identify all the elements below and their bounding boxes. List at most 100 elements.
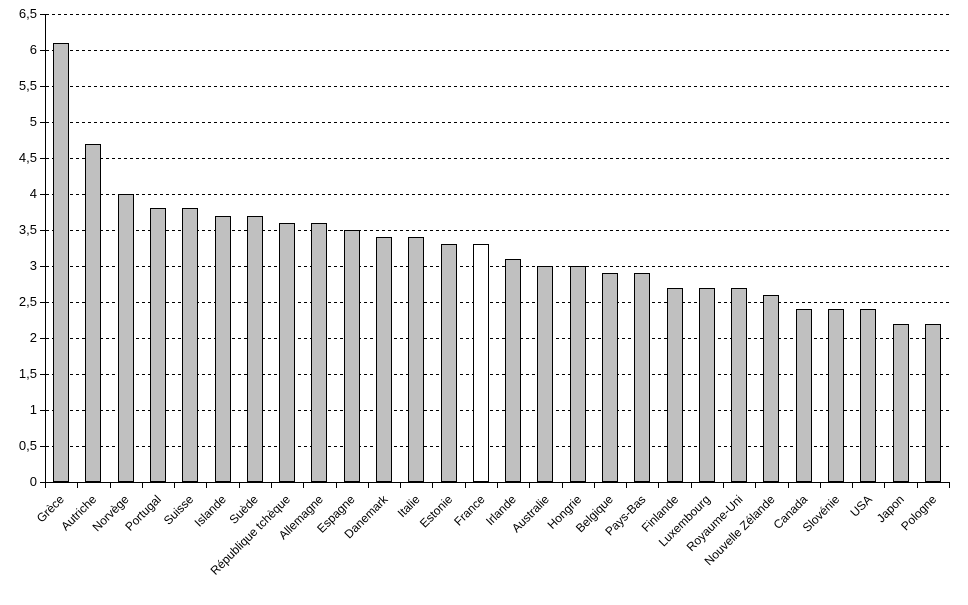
gridline [46,14,949,15]
bar [569,266,586,482]
y-axis-label: 6 [29,42,37,57]
gridline [46,338,949,339]
bar [860,309,877,482]
bar [279,222,296,482]
gridline [46,374,949,375]
bar [731,287,748,482]
y-axis-tick [40,338,45,339]
x-axis-tick [690,483,692,488]
x-axis-tick [271,483,272,488]
bar [343,230,360,482]
y-axis-tick [40,158,45,159]
bar [246,215,263,482]
bar [376,237,392,482]
bar-highlight [472,244,489,482]
bar [666,287,683,482]
x-axis-tick [852,483,854,488]
y-axis-label: 1 [29,402,37,417]
x-axis-tick [464,483,466,488]
x-axis-tick [949,483,950,488]
y-axis-tick [40,410,45,411]
bar [85,143,102,482]
bar [440,244,457,482]
x-axis-tick [497,483,498,488]
bar [408,237,425,482]
x-axis-tick [819,483,821,488]
y-axis-line [45,14,46,483]
gridline [46,410,949,411]
x-axis-label: Portugal [122,492,165,534]
x-axis-label: Suisse [161,492,197,528]
gridline [46,122,949,123]
bar [117,194,134,482]
gridline [46,446,949,447]
bar [892,323,909,482]
x-axis-tick [303,483,305,488]
x-axis-tick [723,483,724,488]
bar [182,208,199,482]
gridline [46,50,949,51]
x-axis-tick [884,483,886,488]
y-axis-tick [40,374,45,375]
y-axis-tick [40,446,45,447]
x-axis-tick [77,483,79,488]
x-axis-label: Pologne [898,492,940,534]
bar [537,266,554,482]
gridline [46,266,949,267]
x-axis-tick [658,483,660,488]
x-axis-tick [206,483,208,488]
x-axis-line [45,482,950,483]
bar [634,273,651,482]
x-axis-tick [141,483,143,488]
bar [602,273,618,482]
bar [795,309,812,482]
y-axis-label: 2,5 [18,294,37,309]
x-axis-label: USA [847,492,875,520]
x-axis-tick [561,483,563,488]
x-axis-label: Estonie [416,492,455,531]
x-axis-tick [787,483,789,488]
bar [828,309,844,482]
x-axis-tick [916,483,918,488]
y-axis-label: 0 [29,474,37,489]
gridline [46,158,949,159]
x-axis-tick [529,483,531,488]
gridline [46,302,949,303]
bar [53,42,70,482]
y-axis-label: 4 [29,186,37,201]
y-axis-label: 1,5 [18,366,37,381]
x-axis-tick [45,483,46,488]
bar [150,208,166,482]
bar [924,323,941,482]
y-axis-tick [40,86,45,87]
y-axis-tick [40,302,45,303]
y-axis-tick [40,122,45,123]
x-axis-tick [174,483,176,488]
y-axis-label: 4,5 [18,150,37,165]
bar [214,215,231,482]
y-axis-label: 3,5 [18,222,37,237]
x-axis-tick [626,483,628,488]
x-axis-tick [432,483,434,488]
x-axis-tick [593,483,595,488]
x-axis-tick [755,483,757,488]
x-axis-tick [109,483,111,488]
x-axis-label: Italie [394,492,423,521]
y-axis-label: 5,5 [18,78,37,93]
y-axis-label: 0,5 [18,438,37,453]
y-axis-label: 3 [29,258,37,273]
x-axis-tick [335,483,337,488]
y-axis-tick [40,194,45,195]
y-axis-tick [40,482,45,483]
y-axis-label: 2 [29,330,37,345]
gridline [46,230,949,231]
gridline [46,86,949,87]
y-axis-label: 5 [29,114,37,129]
y-axis-tick [40,230,45,231]
x-axis-label: Islande [191,492,229,530]
bar [505,258,522,482]
x-axis-tick [400,483,402,488]
y-axis-tick [40,50,45,51]
y-axis-label: 6,5 [18,6,37,21]
